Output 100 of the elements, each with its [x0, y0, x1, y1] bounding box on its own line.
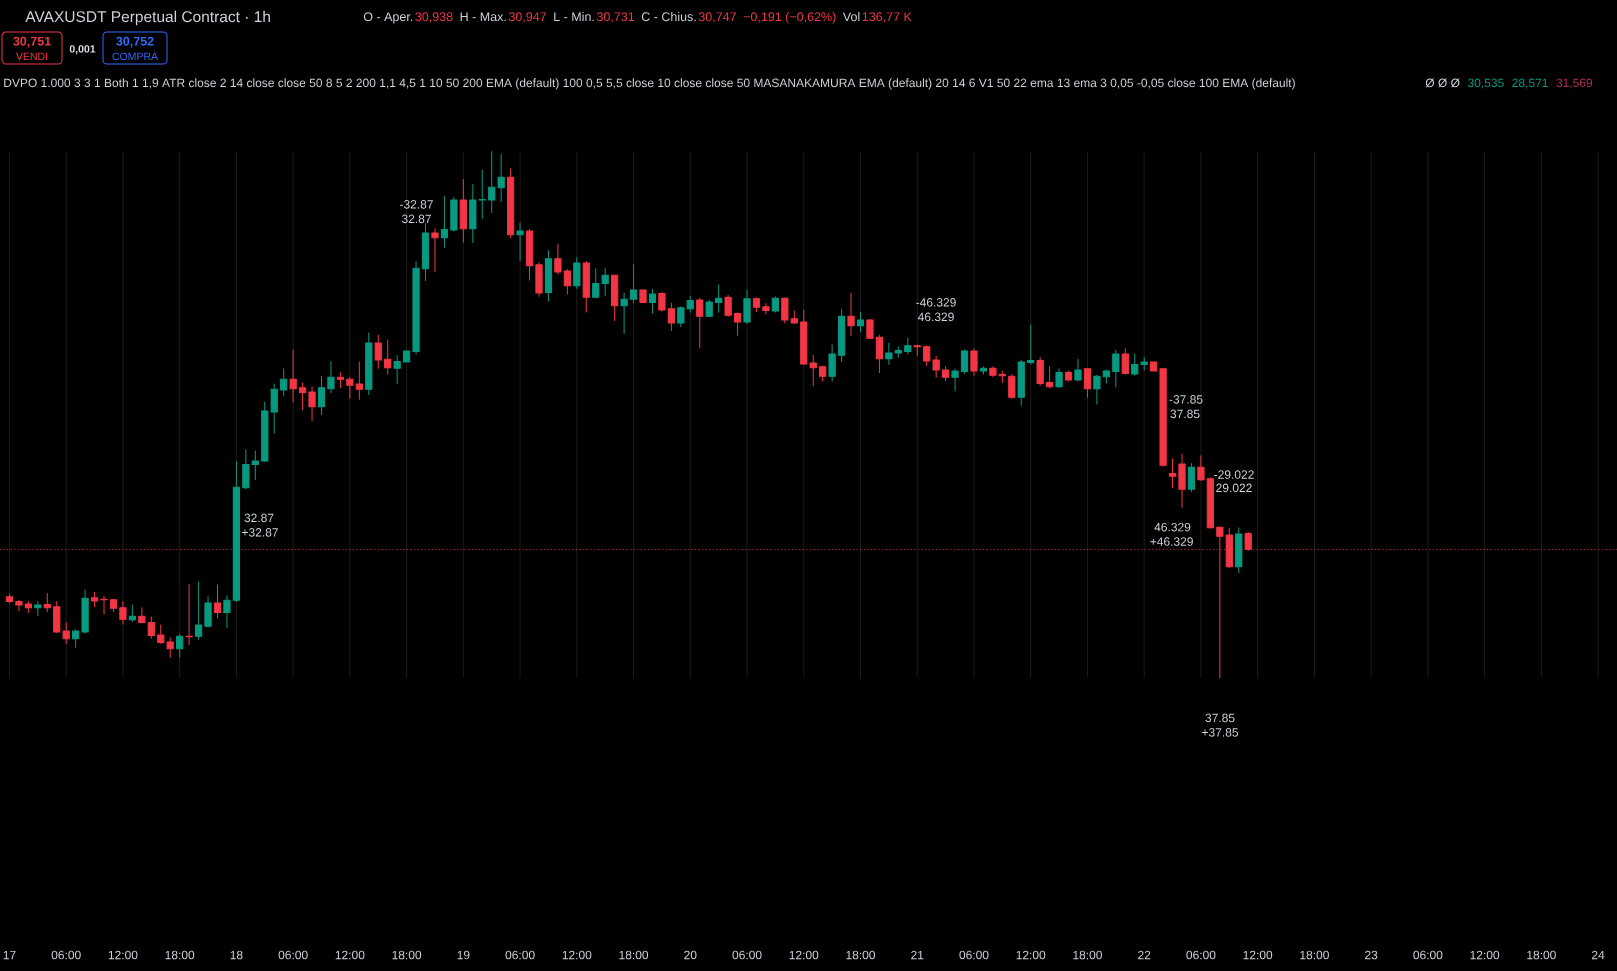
text: 30,731: [596, 12, 635, 23]
x-tick-label: 06:00: [959, 950, 989, 960]
candlestick: [1159, 367, 1167, 467]
candlestick: [847, 292, 855, 336]
candlestick: [1206, 477, 1214, 529]
candlestick: [1055, 368, 1063, 389]
candlestick: [497, 153, 505, 202]
text: 30,751: [13, 36, 51, 48]
x-tick-label: 18:00: [1073, 950, 1102, 960]
candlestick: [421, 223, 430, 281]
annotation: +32.87: [242, 528, 278, 537]
text: 37.85: [1205, 713, 1235, 723]
annotation: -29.022: [1214, 470, 1254, 479]
candlestick: [478, 169, 486, 219]
candlestick: [837, 308, 846, 362]
x-tick-label: 06:00: [505, 950, 535, 960]
text: DVPO 1.000 3 3 1 Both 1 1,9 ATR close 2 14 close close 50 8 5 2 200 1,1 4,5 1 10 50 200 EMA (default) 100 0,5 5,5 close 10 close close 50 MASANAKAMURA EMA (default) 20 14 6 V1 50 22 ema 13 ema 3 0,05 -0,05 close 100 EMA (default): [4, 78, 1295, 90]
text: COMPRA: [112, 52, 159, 61]
candlestick: [384, 339, 392, 375]
candlestick: [5, 593, 14, 604]
candlestick: [667, 302, 675, 331]
candlestick: [298, 382, 307, 411]
x-tick-label: 21: [911, 950, 924, 960]
candlestick: [998, 370, 1006, 384]
candlestick: [1093, 374, 1101, 405]
x-tick-label: 20: [684, 950, 697, 960]
chart-title: AVAXUSDT Perpetual Contract · 1h: [25, 10, 270, 26]
candlestick: [374, 334, 382, 369]
candlestick: [1102, 369, 1110, 384]
candlestick: [1083, 367, 1092, 398]
candlestick: [1178, 453, 1186, 508]
candlestick: [1168, 458, 1177, 489]
text: +37.85: [1202, 728, 1239, 737]
candlestick: [138, 607, 146, 624]
candlestick: [327, 360, 335, 394]
text: L - Min.: [554, 11, 594, 21]
candlestick: [658, 292, 666, 312]
candlestick: [771, 296, 780, 313]
candlestick: [733, 312, 742, 336]
candlestick: [592, 268, 600, 299]
candlestick: [629, 264, 638, 304]
candlestick: [923, 345, 931, 367]
text: O - Aper.: [363, 12, 413, 24]
candlestick: [781, 297, 789, 324]
candlestick: [317, 375, 326, 416]
candlestick: [147, 616, 155, 639]
candlestick: [24, 600, 32, 613]
candlestick: [1074, 358, 1082, 382]
candlestick: [34, 600, 42, 617]
candlestick: [544, 249, 553, 302]
candlestick: [705, 299, 713, 318]
x-tick-label: 06:00: [278, 950, 308, 960]
text: Vol: [842, 11, 860, 22]
text: 30,747: [698, 12, 736, 23]
candlestick: [620, 292, 628, 335]
candlestick: [402, 350, 411, 363]
candlestick: [856, 311, 865, 332]
candlestick: [1140, 356, 1148, 371]
candlestick: [1036, 356, 1044, 386]
x-tick-label: 18:00: [1527, 950, 1556, 960]
x-tick-label: 17: [3, 950, 16, 960]
text: Ø Ø Ø: [1425, 78, 1460, 88]
x-tick-label: 12:00: [1243, 950, 1273, 960]
candlestick: [157, 624, 165, 645]
annotation: -46.329: [916, 298, 956, 307]
candlestick: [875, 334, 884, 374]
candlestick: [223, 595, 231, 629]
text: C - Chius.: [641, 11, 696, 22]
candlestick: [1112, 349, 1120, 388]
x-tick-label: 12:00: [1470, 950, 1500, 960]
candlestick: [894, 346, 902, 358]
candlestick: [1008, 374, 1016, 399]
candlestick: [43, 593, 51, 612]
x-tick-label: 18:00: [1300, 950, 1329, 960]
candlestick: [280, 368, 288, 397]
candlestick: [81, 589, 89, 634]
annotation: 46.329: [917, 312, 954, 322]
candlestick: [951, 368, 959, 392]
candlestick: [128, 604, 137, 622]
candlestick: [979, 366, 988, 375]
candlestick: [819, 365, 827, 382]
text: H - Max.: [460, 12, 506, 22]
text: 30,938: [415, 12, 453, 23]
candlestick: [941, 366, 950, 381]
x-tick-label: 18:00: [165, 950, 195, 960]
candlestick: [932, 355, 940, 378]
candlestick: [573, 256, 581, 289]
candlestick: [611, 274, 619, 321]
candlestick: [166, 637, 174, 658]
candlestick: [752, 297, 761, 312]
candlestick: [365, 332, 373, 396]
candlestick: [762, 303, 770, 315]
candlestick: [232, 460, 241, 602]
text: VENDI: [15, 52, 48, 60]
candlestick: [176, 634, 184, 658]
x-tick-label: 12:00: [562, 950, 592, 960]
candlestick: [648, 288, 657, 314]
candlestick: [790, 310, 798, 325]
annotation: 32.87: [401, 214, 431, 224]
text: 136,77 K: [862, 12, 912, 23]
